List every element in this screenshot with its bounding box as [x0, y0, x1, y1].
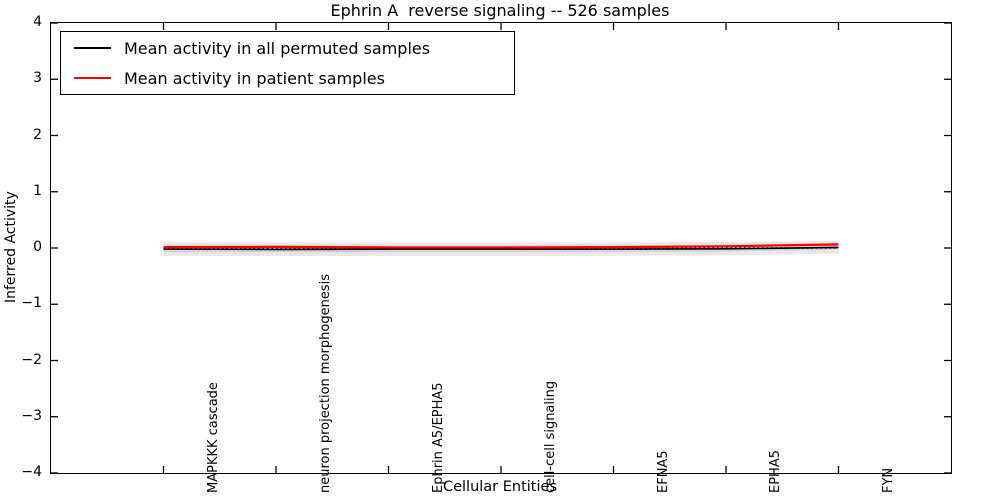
patient-line-sample: [74, 76, 111, 80]
ytick-label: 1: [33, 182, 42, 199]
x-axis-label: Cellular Entities: [442, 479, 558, 495]
ytick-label: 0: [33, 239, 42, 255]
ytick-label: 2: [33, 126, 42, 143]
legend-entry-patient: Mean activity in patient samples: [61, 66, 514, 90]
ytick-label: −1: [21, 295, 42, 312]
xtick-label: cell-cell signaling: [543, 380, 558, 493]
plot-area: MAPKKK cascade neuron projection morphog…: [50, 22, 952, 493]
legend-label: Mean activity in all permuted samples: [124, 38, 431, 58]
xtick-label: Ephrin A5/EPHA5: [430, 382, 446, 493]
ytick-label: −3: [21, 407, 42, 424]
xtick-label: neuron projection morphogenesis: [318, 274, 333, 493]
xtick-label: MAPKKK cascade: [205, 382, 221, 493]
patient-mean-line: [163, 243, 839, 249]
permuted-mean-line: [163, 246, 839, 251]
legend-entry-permuted: Mean activity in all permuted samples: [61, 36, 514, 60]
ytick-label: −2: [21, 351, 42, 368]
ytick-label: 3: [33, 70, 42, 87]
ytick-label: 4: [33, 14, 42, 30]
plot-canvas: [51, 23, 951, 473]
permuted-line-sample: [74, 47, 111, 49]
ytick-label: −4: [21, 464, 42, 480]
y-axis-label: Inferred Activity: [3, 191, 19, 303]
legend-label: Mean activity in patient samples: [124, 68, 385, 88]
legend: Mean activity in all permuted samples Me…: [60, 31, 515, 95]
chart-title: Ephrin A reverse signaling -- 526 sample…: [330, 1, 670, 20]
